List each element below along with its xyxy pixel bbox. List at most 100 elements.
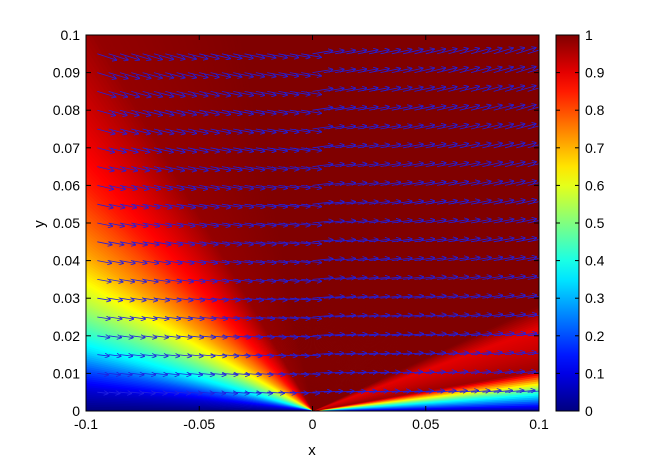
quiver-arrow <box>346 296 366 298</box>
heatmap-wedge <box>86 199 313 411</box>
quiver-arrow <box>425 296 446 299</box>
quiver-arrow <box>403 68 423 73</box>
quiver-arrow <box>210 91 231 95</box>
heatmap-wedge <box>312 35 477 411</box>
quiver-arrow <box>267 53 287 58</box>
colorbar-tick-label: 0.9 <box>585 65 605 81</box>
quiver-arrow <box>165 53 184 59</box>
heatmap-wedge <box>312 35 446 411</box>
quiver-arrow <box>482 143 501 149</box>
quiver-arrow <box>323 391 342 392</box>
quiver-arrow <box>233 336 250 338</box>
quiver-arrow <box>448 239 468 243</box>
quiver-arrow <box>312 145 333 149</box>
quiver-arrow <box>414 277 434 280</box>
quiver-arrow <box>301 204 321 206</box>
quiver-arrow <box>301 373 319 374</box>
quiver-arrow <box>221 392 237 393</box>
quiver-arrow <box>346 258 366 260</box>
quiver-arrow <box>323 164 344 167</box>
quiver-arrow <box>357 145 378 149</box>
quiver-arrow <box>414 125 434 130</box>
quiver-arrow <box>255 72 276 77</box>
heatmap-wedge <box>86 345 313 411</box>
heatmap-wedge <box>86 279 313 411</box>
quiver-arrow <box>380 277 400 279</box>
quiver-arrow <box>165 298 180 300</box>
quiver-arrow <box>221 241 241 245</box>
quiver-arrow <box>403 106 423 111</box>
quiver-arrow <box>346 221 366 223</box>
heatmap-wedge <box>86 220 313 411</box>
quiver-arrow <box>210 298 228 300</box>
quiver-arrow <box>210 185 231 188</box>
quiver-arrow <box>221 91 242 95</box>
quiver-arrow <box>108 185 125 189</box>
quiver-arrow <box>323 353 343 354</box>
quiver-arrow <box>323 334 344 336</box>
quiver-arrow <box>142 147 161 152</box>
quiver-arrow <box>301 336 321 337</box>
quiver-arrow <box>459 143 480 149</box>
quiver-arrow <box>176 72 196 78</box>
quiver-arrow <box>516 200 536 205</box>
quiver-arrow <box>165 91 184 96</box>
quiver-arrow <box>301 185 321 188</box>
quiver-arrow <box>482 257 502 261</box>
quiver-arrow <box>357 183 378 186</box>
quiver-arrow <box>504 257 525 261</box>
quiver-arrow <box>335 221 355 223</box>
quiver-arrow <box>244 128 265 133</box>
quiver-arrow <box>97 317 109 319</box>
quiver-arrow <box>493 143 513 149</box>
quiver-arrow <box>391 163 412 167</box>
quiver-arrow <box>436 144 457 149</box>
quiver-arrow <box>244 222 265 226</box>
quiver-arrow <box>233 147 253 152</box>
quiver-arrow <box>335 126 355 130</box>
quiver-arrow <box>153 298 169 300</box>
quiver-arrow <box>369 372 388 373</box>
quiver-arrow <box>278 91 299 94</box>
heatmap-wedge <box>86 368 313 411</box>
quiver-arrow <box>323 183 344 186</box>
quiver-arrow <box>527 314 539 318</box>
quiver-arrow <box>414 220 434 224</box>
quiver-arrow <box>187 261 205 264</box>
quiver-arrow <box>210 203 231 207</box>
quiver-arrow <box>176 317 192 319</box>
heatmap-wedge <box>86 120 313 411</box>
quiver-arrow <box>142 109 162 115</box>
quiver-arrow <box>335 183 355 186</box>
quiver-arrow <box>357 334 378 336</box>
heatmap-wedge <box>86 321 313 411</box>
quiver-arrow <box>448 106 467 111</box>
quiver-arrow <box>108 128 127 134</box>
quiver-arrow <box>301 355 320 356</box>
quiver-arrow <box>459 124 479 130</box>
heatmap-wedge <box>312 35 356 411</box>
quiver-arrow <box>459 87 479 92</box>
quiver-arrow <box>289 53 310 58</box>
colorbar-tick-label: 1 <box>585 27 593 43</box>
quiver-arrow <box>391 201 412 205</box>
quiver-arrow <box>504 219 525 224</box>
quiver-arrow <box>527 144 539 149</box>
quiver-arrow <box>493 352 513 354</box>
heatmap-wedge <box>86 350 313 411</box>
heatmap-wedge <box>86 246 313 411</box>
quiver-arrow <box>97 279 110 281</box>
quiver-arrow <box>301 392 319 393</box>
quiver-arrow <box>346 315 366 317</box>
quiver-arrow <box>221 298 240 300</box>
quiver-arrow <box>380 163 400 167</box>
quiver-arrow <box>425 277 446 280</box>
quiver-arrow <box>153 166 172 171</box>
quiver-arrow <box>97 185 113 189</box>
quiver-arrow <box>301 91 321 94</box>
quiver-arrow <box>391 258 412 261</box>
quiver-arrow <box>323 126 344 130</box>
quiver-arrow <box>516 48 535 55</box>
quiver-arrow <box>425 391 444 392</box>
quiver-arrow <box>437 315 457 317</box>
